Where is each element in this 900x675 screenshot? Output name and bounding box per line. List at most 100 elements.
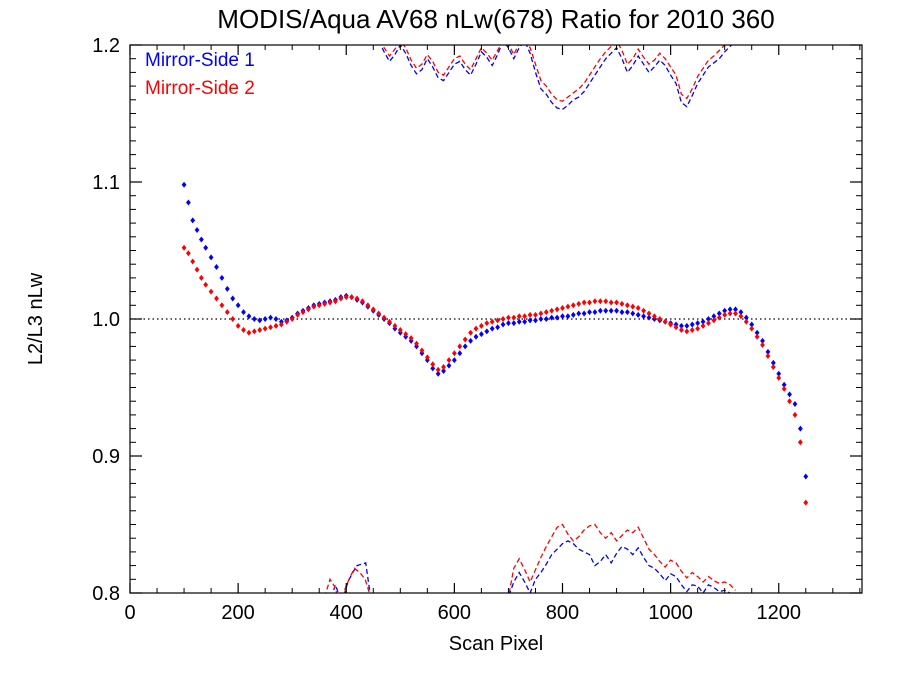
data-point-mirror-side-1: [776, 370, 782, 377]
data-point-mirror-side-2: [414, 340, 419, 347]
data-point-mirror-side-1: [797, 425, 803, 432]
data-point-mirror-side-2: [641, 307, 646, 314]
data-point-mirror-side-1: [635, 311, 641, 318]
data-point-mirror-side-2: [652, 313, 657, 320]
data-point-mirror-side-1: [500, 321, 506, 328]
data-point-mirror-side-1: [581, 310, 587, 317]
data-point-mirror-side-2: [300, 309, 306, 316]
data-point-mirror-side-1: [624, 309, 630, 316]
data-point-mirror-side-2: [295, 311, 300, 318]
data-point-mirror-side-2: [511, 314, 517, 321]
data-point-mirror-side-1: [619, 309, 625, 316]
y-axis-label: L2/L3 nLw: [25, 272, 47, 365]
data-point-mirror-side-1: [754, 329, 760, 336]
scatter-points: [181, 181, 809, 506]
dashed-line-mirror-side-2-upper-bound: [381, 45, 726, 102]
data-point-mirror-side-2: [581, 299, 587, 306]
data-point-mirror-side-1: [716, 310, 722, 317]
data-point-mirror-side-2: [311, 303, 317, 310]
data-point-mirror-side-2: [527, 311, 533, 318]
data-point-mirror-side-1: [441, 368, 446, 375]
data-point-mirror-side-1: [592, 309, 598, 316]
x-tick-label: 200: [221, 602, 254, 624]
data-point-mirror-side-1: [230, 295, 236, 302]
data-point-mirror-side-1: [495, 324, 501, 331]
data-point-mirror-side-2: [446, 357, 452, 364]
data-point-mirror-side-2: [608, 299, 614, 306]
data-point-mirror-side-2: [462, 336, 468, 343]
data-point-mirror-side-2: [194, 266, 200, 273]
data-point-mirror-side-1: [208, 254, 214, 261]
data-point-mirror-side-1: [711, 313, 717, 320]
data-point-mirror-side-1: [608, 307, 614, 314]
data-point-mirror-side-1: [630, 310, 636, 317]
data-point-mirror-side-1: [473, 333, 479, 340]
y-tick-label: 1.1: [92, 172, 120, 194]
data-point-mirror-side-2: [500, 316, 506, 322]
data-point-mirror-side-1: [641, 313, 646, 320]
data-point-mirror-side-2: [441, 363, 446, 370]
data-point-mirror-side-2: [549, 307, 555, 314]
data-point-mirror-side-1: [549, 314, 555, 321]
data-point-mirror-side-2: [479, 322, 484, 329]
data-point-mirror-side-2: [262, 325, 268, 332]
data-point-mirror-side-2: [338, 295, 344, 302]
data-point-mirror-side-2: [711, 317, 717, 324]
data-point-mirror-side-2: [251, 328, 257, 335]
data-point-mirror-side-2: [198, 274, 204, 281]
data-point-mirror-side-1: [792, 400, 798, 407]
plot-area: [130, 45, 862, 593]
data-point-mirror-side-1: [489, 325, 495, 332]
data-point-mirror-side-2: [722, 311, 728, 318]
data-point-mirror-side-1: [760, 337, 765, 344]
data-point-mirror-side-1: [224, 285, 230, 292]
data-point-mirror-side-1: [689, 321, 695, 328]
data-point-mirror-side-2: [484, 320, 490, 327]
data-point-mirror-side-2: [278, 321, 284, 328]
data-point-mirror-side-2: [473, 325, 479, 332]
data-point-mirror-side-2: [257, 326, 263, 333]
data-point-mirror-side-1: [219, 274, 225, 281]
data-point-mirror-side-2: [322, 300, 328, 307]
data-point-mirror-side-1: [214, 263, 219, 270]
data-point-mirror-side-2: [603, 298, 609, 305]
x-tick-label: 600: [438, 602, 471, 624]
data-point-mirror-side-2: [624, 302, 630, 309]
data-point-mirror-side-2: [190, 258, 196, 265]
data-point-mirror-side-2: [241, 326, 246, 333]
data-point-mirror-side-2: [208, 288, 214, 295]
data-point-mirror-side-2: [354, 295, 360, 302]
data-point-mirror-side-2: [587, 299, 592, 306]
x-tick-label: 400: [330, 602, 363, 624]
x-tick-label: 1000: [648, 602, 693, 624]
data-point-mirror-side-2: [273, 322, 279, 329]
data-point-mirror-side-2: [765, 352, 771, 359]
data-point-mirror-side-1: [587, 309, 592, 316]
data-point-mirror-side-1: [190, 217, 196, 224]
data-point-mirror-side-1: [749, 321, 755, 328]
data-point-mirror-side-2: [619, 300, 625, 307]
data-point-mirror-side-2: [181, 244, 187, 251]
data-point-mirror-side-1: [511, 320, 517, 327]
data-point-mirror-side-2: [749, 325, 755, 332]
data-point-mirror-side-2: [716, 314, 722, 321]
data-point-mirror-side-2: [268, 324, 273, 331]
points-mirror-side-2: [181, 244, 809, 506]
data-point-mirror-side-1: [235, 302, 241, 309]
data-point-mirror-side-2: [230, 316, 236, 322]
data-point-mirror-side-1: [765, 348, 771, 355]
legend-entry-mirror-side-2: Mirror-Side 2: [145, 78, 255, 99]
data-point-mirror-side-1: [241, 309, 246, 316]
data-point-mirror-side-2: [284, 318, 290, 325]
data-point-mirror-side-2: [424, 354, 430, 361]
y-tick-label: 1.0: [92, 309, 120, 331]
data-point-mirror-side-1: [435, 370, 441, 377]
data-point-mirror-side-2: [554, 306, 560, 313]
x-axis-label: Scan Pixel: [449, 633, 544, 655]
data-point-mirror-side-2: [468, 329, 473, 336]
data-point-mirror-side-1: [700, 318, 706, 325]
data-point-mirror-side-1: [468, 337, 473, 344]
data-point-mirror-side-2: [792, 411, 798, 418]
data-point-mirror-side-2: [435, 366, 441, 373]
